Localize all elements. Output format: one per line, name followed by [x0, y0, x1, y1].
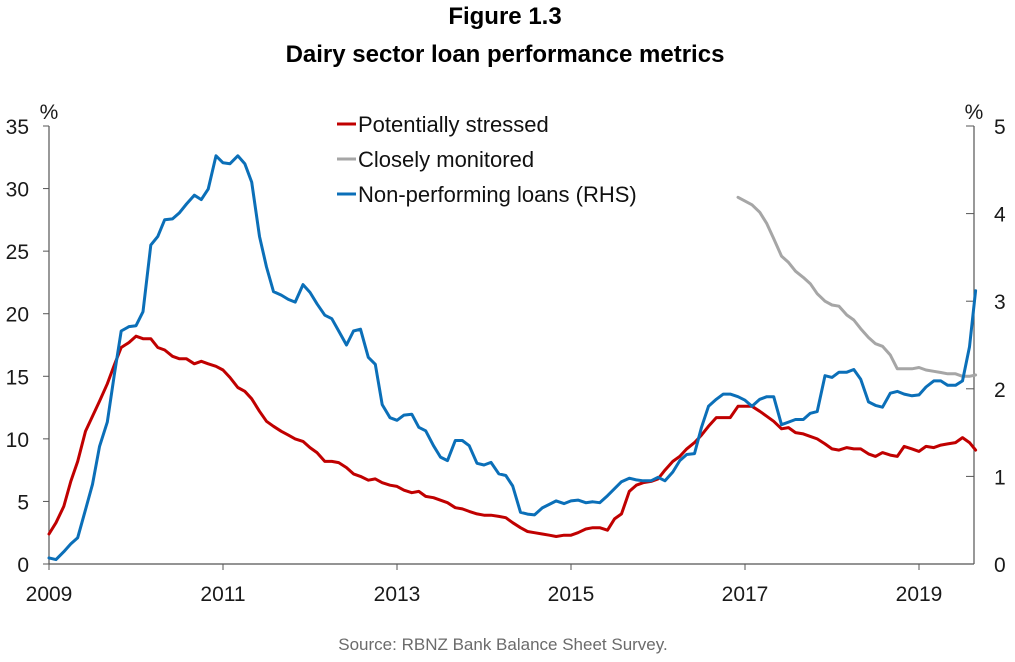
legend-label-non-performing-loans: Non-performing loans (RHS) [358, 182, 637, 207]
left-y-tick-label: 15 [6, 366, 29, 389]
x-tick-label: 2019 [896, 583, 943, 606]
legend-item-non-performing-loans: Non-performing loans (RHS) [337, 182, 637, 207]
left-y-ticks: 0 5 10 15 20 25 30 35 [6, 116, 49, 577]
left-y-tick-label: 10 [6, 429, 29, 452]
right-y-tick-label: 3 [994, 291, 1006, 314]
x-tick-label: 2011 [200, 583, 245, 606]
left-y-tick-label: 25 [6, 241, 29, 264]
x-tick-label: 2015 [548, 583, 595, 606]
left-y-tick-label: 0 [17, 554, 29, 577]
series-line-non-performing-loans [47, 154, 978, 562]
x-ticks: 2009 2011 2013 2015 2017 2019 [26, 564, 943, 606]
right-y-unit-label: % [965, 101, 984, 124]
left-y-tick-label: 20 [6, 304, 29, 327]
right-y-tick-label: 4 [994, 204, 1006, 227]
legend: Potentially stressed Closely monitored N… [337, 112, 637, 207]
left-y-unit-label: % [40, 101, 59, 124]
chart-title: Figure 1.3 [448, 3, 561, 30]
right-y-tick-label: 0 [994, 554, 1006, 577]
right-y-tick-label: 5 [994, 116, 1006, 139]
right-y-tick-label: 2 [994, 379, 1006, 402]
left-y-tick-label: 30 [6, 179, 29, 202]
x-tick-label: 2017 [722, 583, 769, 606]
right-y-ticks: 0 1 2 3 4 5 [966, 116, 1006, 577]
legend-label-closely-monitored: Closely monitored [358, 147, 534, 172]
series-line-potentially-stressed [47, 334, 978, 538]
left-y-tick-label: 5 [17, 491, 29, 514]
axes [48, 126, 975, 565]
legend-label-potentially-stressed: Potentially stressed [358, 112, 549, 137]
legend-item-potentially-stressed: Potentially stressed [337, 112, 549, 137]
source-note: Source: RBNZ Bank Balance Sheet Survey. [338, 635, 667, 654]
legend-item-closely-monitored: Closely monitored [337, 147, 534, 172]
left-y-tick-label: 35 [6, 116, 29, 139]
x-tick-label: 2013 [374, 583, 421, 606]
chart-subtitle: Dairy sector loan performance metrics [286, 41, 725, 68]
series-layer [47, 154, 978, 562]
right-y-tick-label: 1 [994, 466, 1006, 489]
x-tick-label: 2009 [26, 583, 73, 606]
series-line-closely-monitored [736, 195, 978, 378]
